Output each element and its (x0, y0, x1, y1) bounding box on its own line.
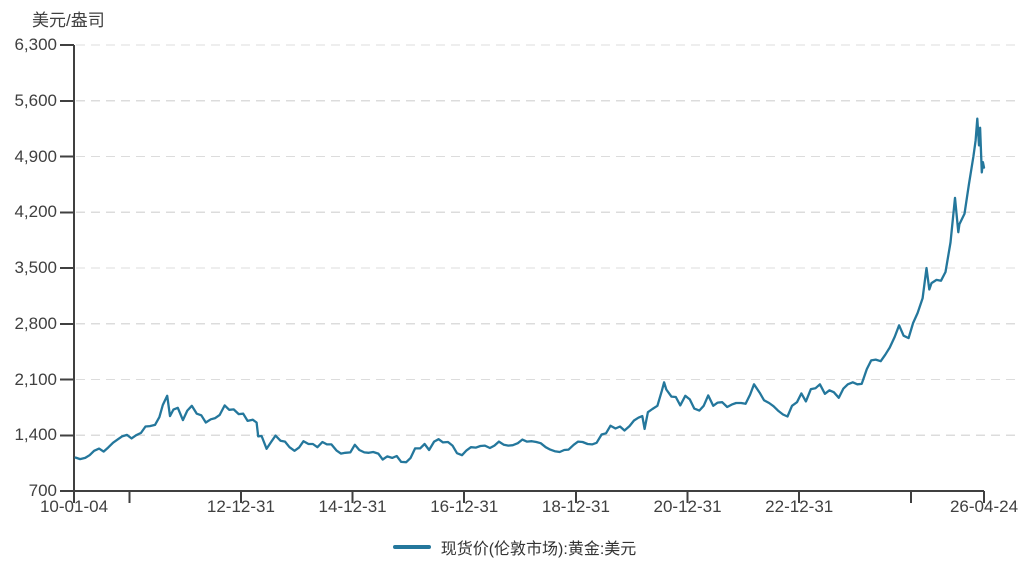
legend-line-swatch (392, 545, 431, 549)
y-tick-label: 2,100 (14, 369, 57, 389)
legend: 现货价(伦敦市场):黄金:美元 (0, 535, 1029, 559)
y-tick-label: 700 (28, 481, 57, 500)
x-tick-label: 16-12-31 (430, 497, 499, 516)
y-tick-label: 4,900 (14, 146, 57, 166)
y-axis-unit-label: 美元/盎司 (32, 11, 105, 30)
x-tick-label: 14-12-31 (318, 497, 387, 516)
x-tick-label: 22-12-31 (765, 497, 834, 516)
legend-label: 现货价(伦敦市场):黄金:美元 (440, 541, 637, 558)
x-tick-label: 10-01-04 (39, 497, 109, 516)
x-tick-label: 18-12-31 (541, 497, 610, 516)
y-tick-label: 6,300 (14, 35, 57, 54)
y-tick-label: 1,400 (14, 425, 57, 445)
series-line-gold-spot (74, 117, 986, 464)
x-tick-label: 20-12-31 (653, 497, 722, 516)
x-tick-label: 12-12-31 (206, 497, 275, 516)
y-tick-label: 4,200 (14, 202, 57, 222)
x-tick-label: 26-04-24 (949, 497, 1019, 516)
y-tick-label: 2,800 (14, 313, 57, 333)
y-tick-label: 3,500 (14, 258, 57, 277)
y-tick-label: 5,600 (14, 90, 57, 110)
